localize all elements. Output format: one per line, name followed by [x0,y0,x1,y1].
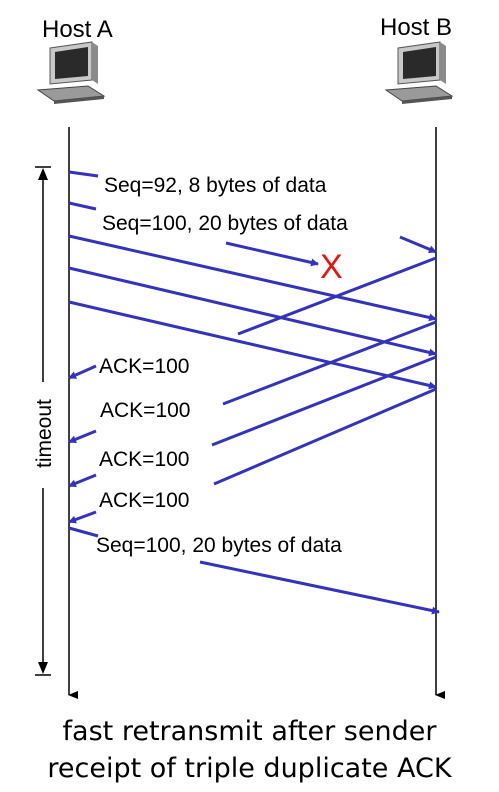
segment-4-arrow [68,266,437,357]
timeout-bracket [35,166,51,676]
ack-2-arrow-head [68,429,97,444]
segment-seq100-arrow-tail [225,241,319,267]
ack-4-arrow [213,387,437,486]
segment-5-arrow [68,300,437,390]
host-b-label: Host B [380,14,452,41]
seq92-label: Seq=92, 8 bytes of data [104,174,327,197]
ack-3-arrow [211,355,437,447]
host-a-label: Host A [42,16,113,43]
ack-1-label: ACK=100 [99,355,189,378]
segment-3-arrow [68,234,437,322]
host-a-computer-icon [36,41,106,104]
retransmit-arrow-tail [199,560,440,615]
retransmit-label: Seq=100, 20 bytes of data [96,534,342,557]
packet-loss-marker: X [320,248,343,286]
ack-2-arrow [222,320,437,406]
timeout-label: timeout [33,399,56,468]
caption-line-2: receipt of triple duplicate ACK [47,753,452,784]
ack-1-arrow [237,256,437,336]
ack-3-arrow-head [68,473,97,488]
caption-line-1: fast retransmit after sender [62,716,437,747]
ack-4-label: ACK=100 [99,489,189,512]
segment-seq92-arrow [68,170,99,178]
ack-2-label: ACK=100 [100,399,190,422]
retransmit-arrow [68,526,99,538]
segment-seq92-arrow-tail [399,235,437,254]
ack-3-label: ACK=100 [99,448,189,471]
seq100-label: Seq=100, 20 bytes of data [102,212,348,235]
ack-1-arrow-head [68,364,97,380]
segment-seq100-arrow [68,201,97,211]
ack-4-arrow-head [68,510,97,524]
host-b-computer-icon [384,41,454,104]
